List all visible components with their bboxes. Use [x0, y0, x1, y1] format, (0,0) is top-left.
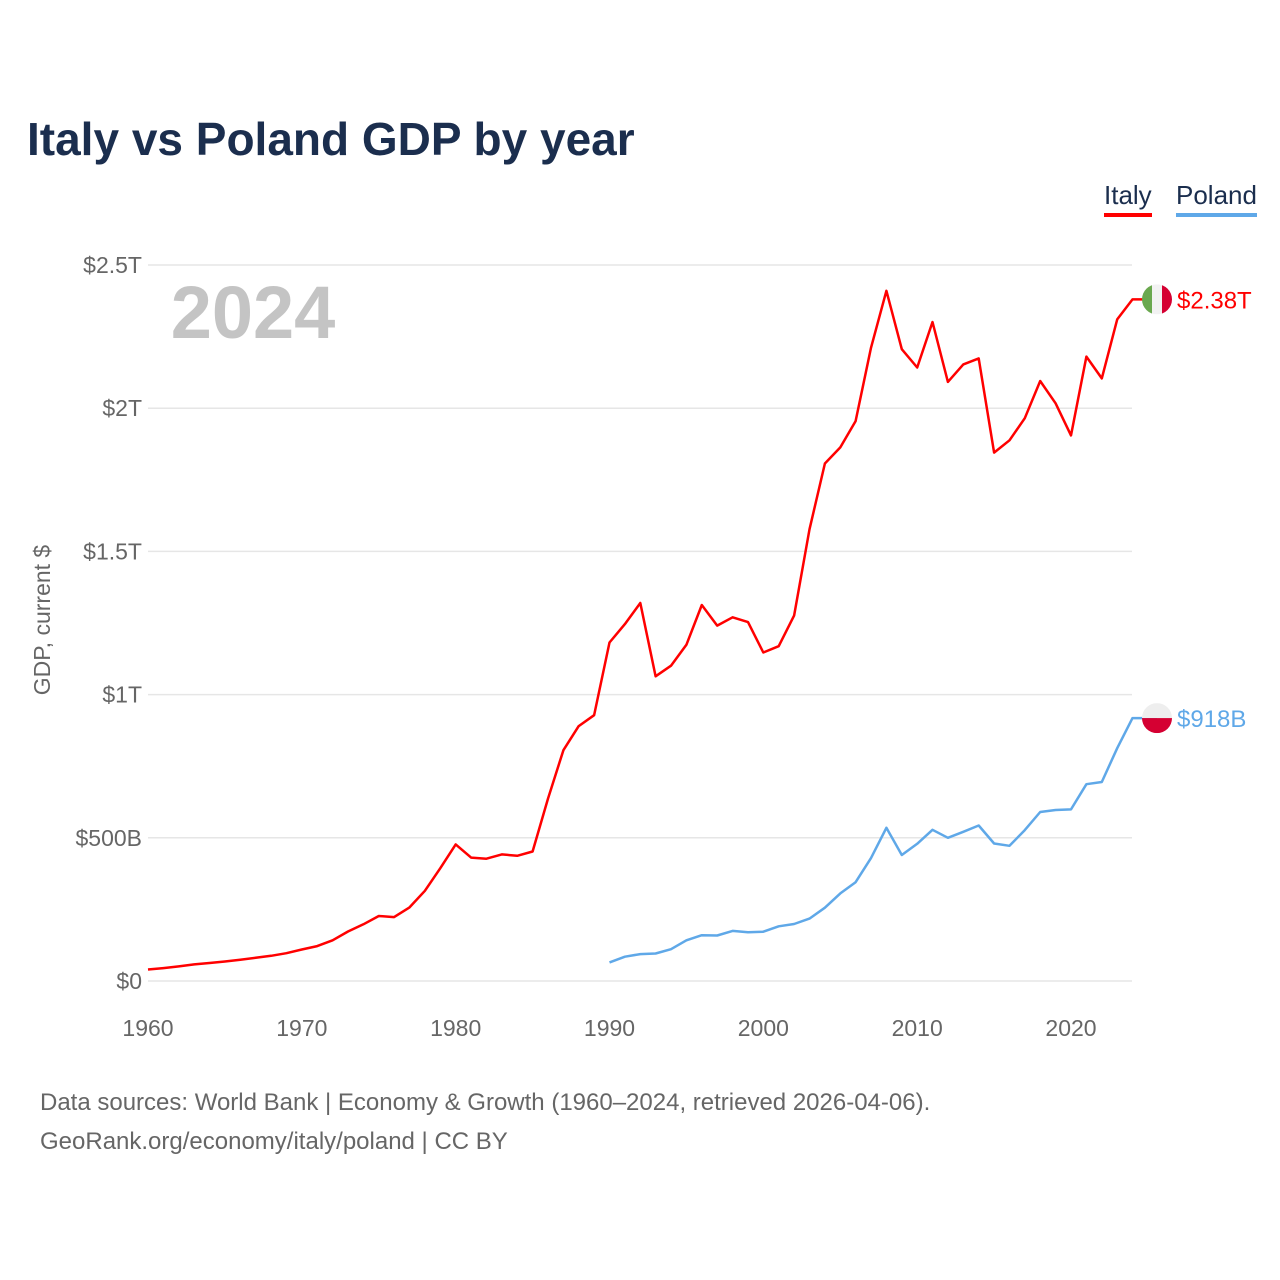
- y-tick-label: $0: [116, 968, 142, 994]
- y-tick-label: $500B: [75, 825, 142, 851]
- x-tick-label: 1980: [430, 1015, 481, 1041]
- chart-title: Italy vs Poland GDP by year: [27, 113, 635, 165]
- source-link[interactable]: GeoRank.org/economy/italy/poland | CC BY: [40, 1128, 508, 1155]
- legend-poland[interactable]: Poland: [1176, 180, 1257, 217]
- end-value-label-poland: $918B: [1177, 706, 1246, 733]
- x-tick-label: 2010: [892, 1015, 943, 1041]
- series-line-poland: [609, 716, 1157, 964]
- year-watermark: 2024: [171, 271, 336, 354]
- end-value-label-italy: $2.38T: [1177, 287, 1252, 314]
- x-tick-label: 1990: [584, 1015, 635, 1041]
- italy-flag-icon: [1142, 284, 1172, 315]
- x-tick-label: 2020: [1045, 1015, 1096, 1041]
- y-axis-label: GDP, current $: [29, 545, 55, 696]
- footer: Data sources: World Bank | Economy & Gro…: [40, 1083, 930, 1161]
- x-tick-label: 2000: [738, 1015, 789, 1041]
- y-tick-label: $1.5T: [83, 538, 142, 564]
- series-line-italy: [147, 289, 1157, 971]
- y-tick-label: $2.5T: [83, 252, 142, 278]
- y-tick-label: $1T: [102, 682, 142, 708]
- x-tick-label: 1970: [276, 1015, 327, 1041]
- y-tick-label: $2T: [102, 395, 142, 421]
- x-tick-label: 1960: [122, 1015, 173, 1041]
- source-text: Data sources: World Bank | Economy & Gro…: [40, 1089, 931, 1116]
- poland-flag-icon: [1142, 703, 1172, 734]
- legend-italy[interactable]: Italy: [1104, 180, 1152, 217]
